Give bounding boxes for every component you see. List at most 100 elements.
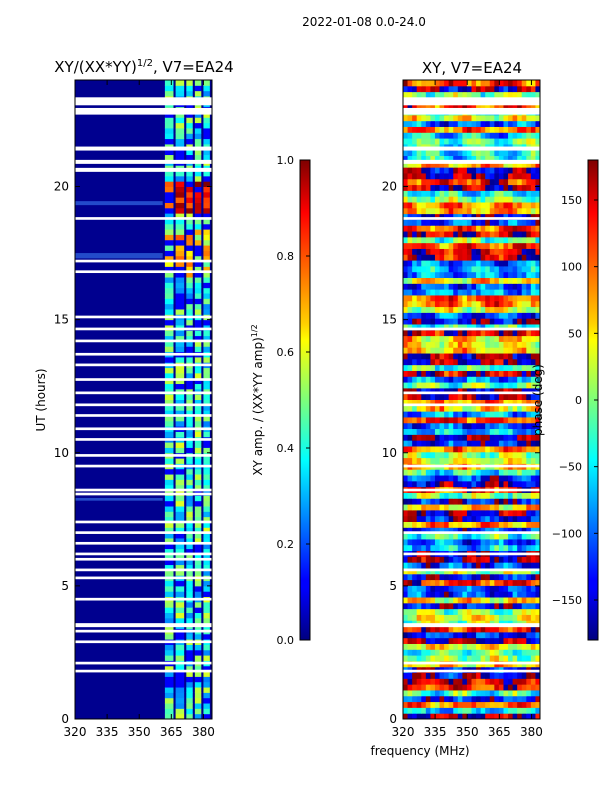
phase-cell xyxy=(471,265,477,273)
phase-cell xyxy=(480,591,486,598)
data-gap xyxy=(403,661,540,665)
phase-cell xyxy=(503,544,509,552)
phase-cell xyxy=(457,608,463,615)
phase-cell xyxy=(403,370,409,377)
data-gap xyxy=(75,629,212,633)
x-tick-label: 320 xyxy=(64,725,87,739)
phase-cell xyxy=(498,306,504,313)
phase-cell xyxy=(494,312,500,319)
amplitude-cell xyxy=(164,500,174,507)
phase-cell xyxy=(521,649,527,656)
phase-cell xyxy=(444,695,450,703)
phase-cell xyxy=(494,289,500,296)
phase-cell xyxy=(453,405,459,412)
phase-cell xyxy=(466,713,472,720)
phase-cell xyxy=(508,114,514,122)
phase-cell xyxy=(521,149,527,157)
phase-cell xyxy=(462,544,468,552)
phase-cell xyxy=(508,300,514,308)
suptitle: 2022-01-08 0.0-24.0 xyxy=(302,15,426,29)
phase-cell xyxy=(508,138,514,145)
phase-cell xyxy=(476,556,482,563)
phase-cell xyxy=(407,451,413,459)
phase-cell xyxy=(407,475,413,482)
phase-cell xyxy=(530,504,536,511)
phase-cell xyxy=(521,225,527,232)
phase-cell xyxy=(498,265,504,273)
phase-cell xyxy=(480,329,486,337)
phase-cell xyxy=(457,475,463,482)
phase-cell xyxy=(485,713,491,720)
amplitude-cell xyxy=(164,266,174,273)
phase-cell xyxy=(412,393,418,400)
phase-cell xyxy=(485,178,491,186)
amplitude-cell xyxy=(203,394,210,400)
amplitude-cell xyxy=(164,580,174,587)
phase-cell xyxy=(412,515,418,522)
phase-cell xyxy=(407,114,413,122)
phase-cell xyxy=(439,608,445,615)
phase-cell xyxy=(480,242,486,249)
phase-cell xyxy=(498,405,504,412)
phase-cell xyxy=(530,190,536,197)
phase-cell xyxy=(517,480,523,488)
phase-cell xyxy=(425,451,431,459)
phase-cell xyxy=(503,451,509,459)
phase-cell xyxy=(480,254,486,261)
phase-cell xyxy=(476,643,482,650)
phase-cell xyxy=(462,701,468,708)
phase-cell xyxy=(494,225,500,232)
phase-cell xyxy=(517,172,523,180)
phase-cell xyxy=(535,172,541,180)
phase-cell xyxy=(448,318,454,325)
phase-cell xyxy=(485,329,491,337)
phase-cell xyxy=(503,684,509,691)
amplitude-cell xyxy=(175,191,185,198)
phase-cell xyxy=(530,114,536,122)
y-tick-label: 0 xyxy=(61,712,69,726)
phase-cell xyxy=(416,370,422,377)
phase-cell xyxy=(526,457,532,464)
phase-cell xyxy=(462,707,468,714)
phase-cell xyxy=(471,492,477,499)
amplitude-cell xyxy=(203,383,210,390)
amplitude-cell xyxy=(175,521,185,528)
phase-cell xyxy=(530,167,536,174)
phase-cell xyxy=(476,701,482,708)
phase-cell xyxy=(434,416,441,424)
phase-cell xyxy=(416,283,422,290)
phase-cell xyxy=(448,172,454,180)
phase-cell xyxy=(508,509,514,517)
phase-cell xyxy=(407,684,413,691)
phase-cell xyxy=(494,323,500,331)
phase-cell xyxy=(453,114,459,122)
phase-cell xyxy=(471,649,477,656)
phase-cell xyxy=(526,271,532,279)
phase-cell xyxy=(466,323,472,331)
phase-cell xyxy=(503,533,509,540)
phase-cell xyxy=(521,492,527,499)
phase-cell xyxy=(462,515,468,522)
phase-cell xyxy=(403,80,409,87)
phase-cell xyxy=(430,167,436,174)
phase-cell xyxy=(494,480,500,488)
phase-cell xyxy=(416,260,422,267)
phase-cell xyxy=(517,103,523,110)
amplitude-cell xyxy=(194,559,202,566)
phase-cell xyxy=(489,643,495,650)
amplitude-cell xyxy=(164,234,174,241)
phase-cell xyxy=(530,556,536,563)
phase-cell xyxy=(517,207,523,215)
phase-cell xyxy=(471,701,477,708)
phase-cell xyxy=(425,231,431,238)
phase-cell xyxy=(466,382,472,389)
phase-cell xyxy=(416,475,422,482)
phase-cell xyxy=(462,80,468,87)
phase-cell xyxy=(453,533,459,540)
phase-cell xyxy=(466,149,472,157)
phase-cell xyxy=(503,556,509,563)
phase-cell xyxy=(448,149,454,157)
phase-cell xyxy=(526,556,532,563)
phase-cell xyxy=(526,149,532,157)
phase-cell xyxy=(485,608,491,615)
